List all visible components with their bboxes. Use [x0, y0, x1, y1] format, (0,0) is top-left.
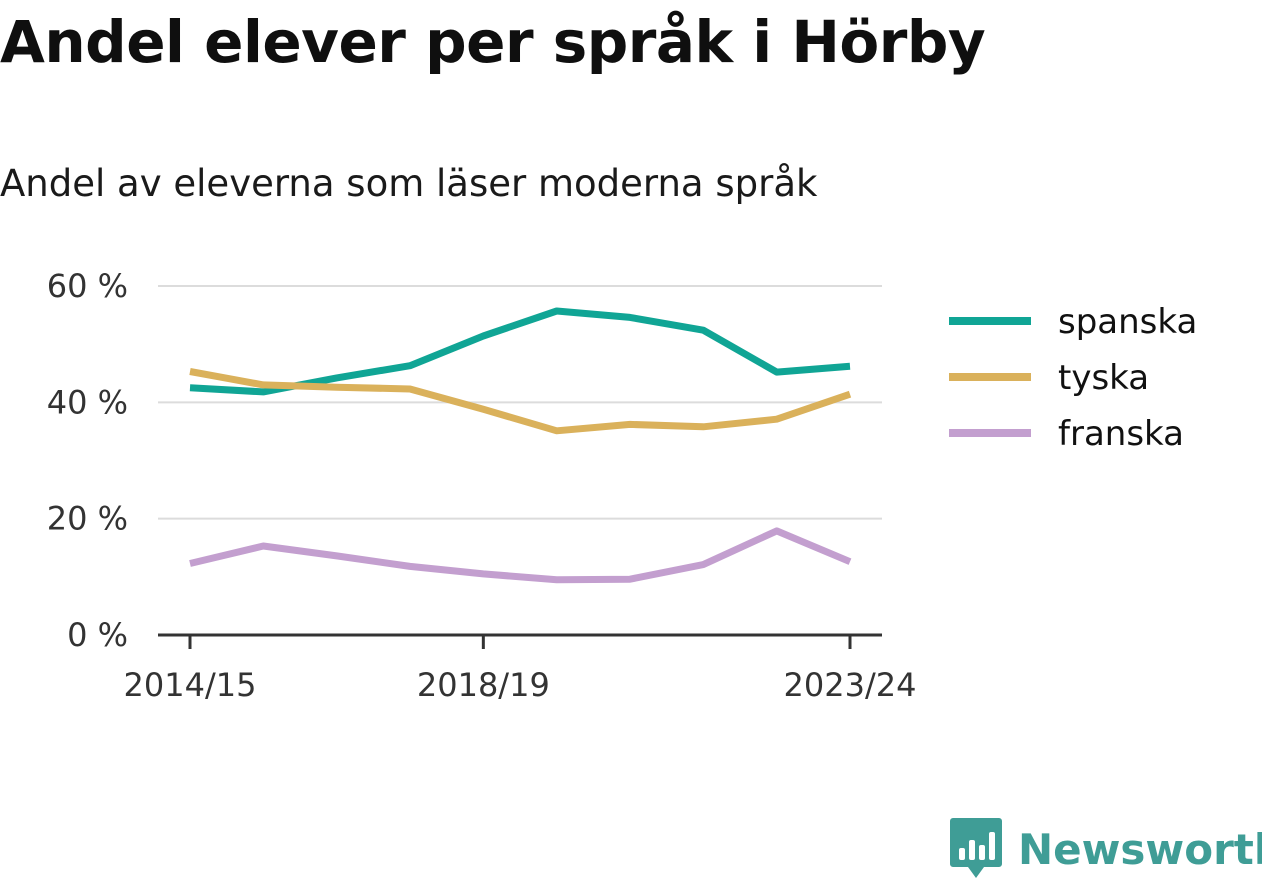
- legend-label-tyska: tyska: [1058, 358, 1149, 398]
- x-tick-label: 2018/19: [417, 666, 550, 704]
- chart-subtitle: Andel av eleverna som läser moderna språ…: [0, 162, 818, 205]
- series-line-franska: [189, 527, 852, 584]
- x-tick-label: 2014/15: [124, 666, 257, 704]
- brand-logo: Newsworthy: [950, 818, 1262, 880]
- brand-name: Newsworthy: [1018, 824, 1262, 874]
- y-tick-label: 0 %: [67, 616, 128, 654]
- y-tick-label: 40 %: [47, 383, 128, 421]
- x-tick-label: 2023/24: [784, 666, 917, 704]
- y-tick-label: 20 %: [47, 500, 128, 538]
- bar-chart-speech-bubble-icon: [950, 818, 1002, 878]
- chart-title: Andel elever per språk i Hörby: [0, 8, 986, 76]
- legend-label-franska: franska: [1058, 414, 1184, 454]
- legend-label-spanska: spanska: [1058, 302, 1197, 342]
- y-tick-label: 60 %: [47, 267, 128, 305]
- series-line-tyska: [189, 368, 852, 435]
- series-line-spanska: [189, 307, 851, 396]
